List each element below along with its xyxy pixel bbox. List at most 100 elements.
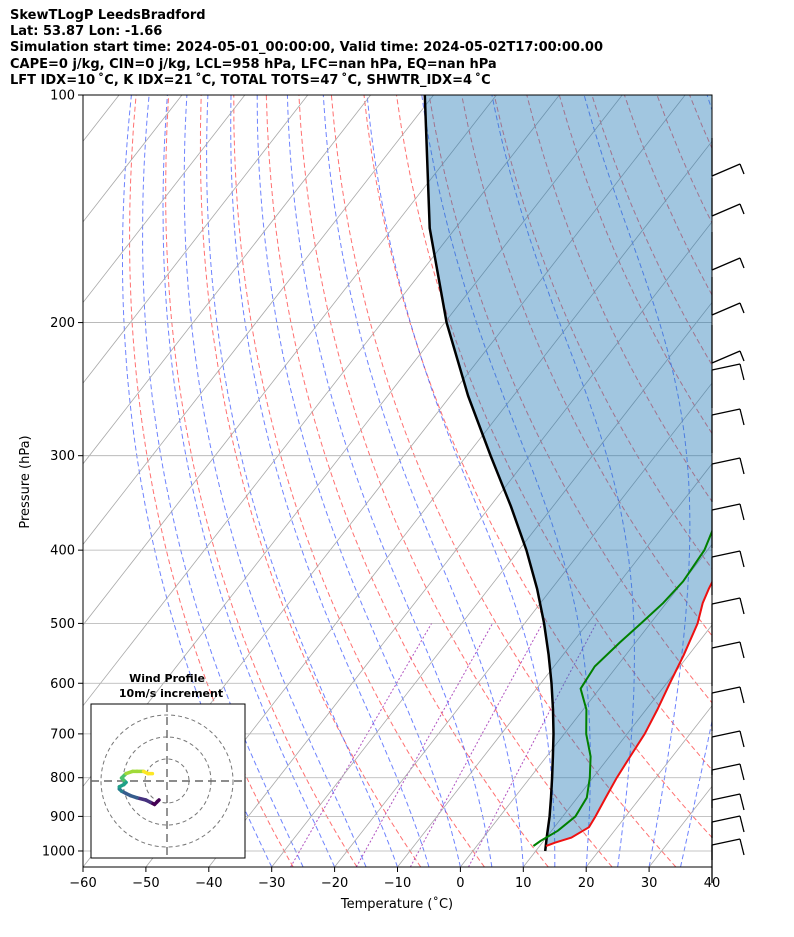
y-tick-label: 100 bbox=[50, 89, 75, 104]
barb-flag bbox=[739, 730, 745, 748]
barb-flag bbox=[711, 838, 741, 846]
indices-line-2: LFT IDX=10 ˚C, K IDX=21 ˚C, TOTAL TOTS=4… bbox=[10, 72, 491, 88]
barb-flag bbox=[711, 257, 741, 271]
x-tick-label: 30 bbox=[641, 876, 658, 891]
barb-flag bbox=[711, 763, 741, 771]
moist-adiabat bbox=[230, 95, 430, 867]
wind-barb bbox=[711, 408, 745, 453]
barb-flag bbox=[739, 203, 745, 215]
moist-adiabat bbox=[256, 95, 461, 867]
barb-flag bbox=[711, 503, 741, 511]
mixing-ratio-line bbox=[409, 623, 543, 867]
barb-flag bbox=[711, 350, 741, 364]
barb-flag bbox=[711, 363, 741, 371]
barb-flag bbox=[739, 457, 745, 475]
x-tick-label: −30 bbox=[258, 876, 285, 891]
temperature-line bbox=[545, 580, 712, 847]
y-tick-label: 900 bbox=[50, 810, 75, 825]
wind-barb bbox=[711, 325, 745, 364]
chart-header: SkewTLogP LeedsBradford Lat: 53.87 Lon: … bbox=[10, 8, 603, 89]
wind-barb bbox=[711, 763, 745, 808]
barb-flag bbox=[739, 838, 745, 856]
hodograph-ring bbox=[100, 714, 234, 848]
barb-flag bbox=[711, 203, 741, 217]
y-tick-label: 500 bbox=[50, 617, 75, 632]
time-line: Simulation start time: 2024-05-01_00:00:… bbox=[10, 40, 603, 56]
y-tick-label: 800 bbox=[50, 771, 75, 786]
isotherm bbox=[83, 95, 560, 707]
dry-adiabat bbox=[755, 95, 794, 867]
moist-adiabat bbox=[142, 95, 304, 867]
wind-barb bbox=[711, 686, 745, 731]
y-tick-label: 700 bbox=[50, 727, 75, 742]
isotherm bbox=[145, 140, 712, 867]
dry-adiabat bbox=[129, 95, 294, 867]
y-tick-label: 600 bbox=[50, 677, 75, 692]
wind-barb bbox=[711, 457, 745, 502]
dry-adiabat bbox=[265, 95, 549, 867]
isotherm bbox=[522, 624, 712, 867]
dry-adiabat bbox=[298, 95, 613, 867]
dry-adiabat bbox=[493, 95, 712, 570]
barb-flag bbox=[739, 686, 745, 704]
wind-barb bbox=[711, 641, 745, 686]
x-tick-label: −20 bbox=[321, 876, 348, 891]
isotherm bbox=[334, 382, 712, 867]
mixing-ratio-line bbox=[355, 623, 494, 867]
barb-flag bbox=[711, 457, 741, 465]
dewpoint-line bbox=[532, 528, 712, 847]
y-tick-label: 200 bbox=[50, 316, 75, 331]
location-line: Lat: 53.87 Lon: -1.66 bbox=[10, 24, 163, 40]
dry-adiabat bbox=[787, 95, 794, 867]
y-tick-label: 400 bbox=[50, 544, 75, 559]
isotherm bbox=[83, 95, 246, 304]
isotherm bbox=[271, 301, 712, 867]
y-tick-label: 1000 bbox=[42, 844, 75, 859]
barb-flag bbox=[739, 163, 745, 175]
barb-flag bbox=[739, 641, 745, 659]
chart-title: SkewTLogP LeedsBradford bbox=[10, 8, 206, 23]
isotherm bbox=[83, 95, 434, 546]
barb-flag bbox=[739, 363, 745, 381]
moist-adiabat bbox=[322, 95, 524, 867]
moist-adiabat bbox=[183, 95, 367, 867]
barb-flag bbox=[739, 763, 745, 781]
wind-barbs bbox=[711, 138, 745, 883]
barb-flag bbox=[711, 302, 741, 316]
wind-barb bbox=[711, 597, 745, 642]
barb-flag bbox=[711, 793, 741, 801]
barb-flag bbox=[711, 641, 741, 649]
shaded-area bbox=[424, 95, 712, 846]
wind-barb bbox=[711, 277, 745, 316]
barb-flag bbox=[739, 257, 745, 269]
wind-profile-subtitle: 10m/s increment bbox=[119, 687, 223, 700]
wind-profile-inset: Wind Profile 10m/s increment bbox=[90, 672, 246, 859]
x-tick-label: −40 bbox=[195, 876, 222, 891]
x-tick-label: −10 bbox=[384, 876, 411, 891]
dry-adiabat bbox=[330, 95, 677, 867]
moist-adiabat bbox=[583, 95, 691, 867]
barb-flag bbox=[711, 163, 741, 177]
wind-profile-frame bbox=[90, 703, 246, 859]
isotherm bbox=[83, 95, 309, 384]
wind-barb bbox=[711, 815, 745, 860]
x-tick-label: 20 bbox=[578, 876, 595, 891]
isotherm bbox=[585, 705, 712, 867]
dry-adiabat bbox=[428, 95, 712, 704]
indices-line-1: CAPE=0 j/kg, CIN=0 j/kg, LCL=958 hPa, LF… bbox=[10, 56, 497, 72]
wind-barb bbox=[711, 550, 745, 595]
parcel-line bbox=[423, 95, 555, 852]
x-tick-label: −50 bbox=[132, 876, 159, 891]
barb-flag bbox=[739, 408, 745, 426]
barb-flag bbox=[739, 503, 745, 521]
moist-adiabat bbox=[491, 95, 635, 867]
barb-flag bbox=[711, 686, 741, 694]
isotherm bbox=[83, 95, 497, 626]
dry-adiabat bbox=[363, 95, 712, 839]
x-tick-label: 40 bbox=[704, 876, 721, 891]
barb-flag bbox=[711, 550, 741, 558]
isotherm bbox=[460, 543, 712, 867]
barb-flag bbox=[739, 350, 745, 362]
wind-barb bbox=[711, 178, 745, 217]
